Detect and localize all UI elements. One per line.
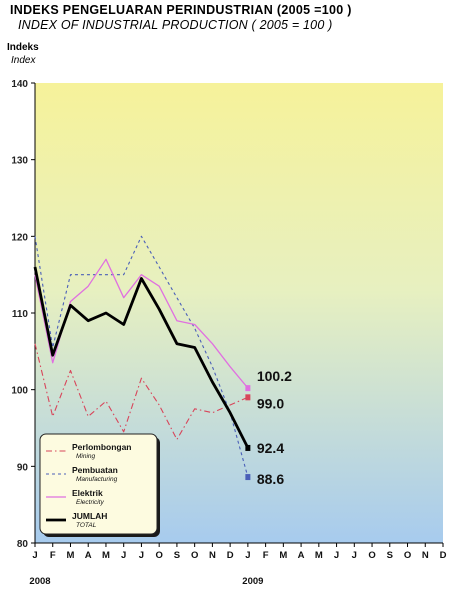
legend-label-manufacturing: Pembuatan	[72, 465, 118, 475]
x-tick-label: D	[440, 550, 447, 561]
legend-sublabel-electricity: Electricity	[76, 499, 105, 506]
series-line-total	[33, 266, 250, 449]
legend-label-total: JUMLAH	[72, 511, 107, 521]
x-tick-label: M	[279, 550, 287, 561]
x-tick-label: J	[334, 550, 339, 561]
end-value-label-total: 92.4	[257, 440, 284, 456]
x-tick-label: O	[368, 550, 375, 561]
series-end-marker-electricity	[245, 385, 251, 392]
series-line-mining	[34, 343, 249, 441]
x-tick-label: J	[121, 550, 126, 561]
y-tick-label: 80	[17, 539, 29, 550]
x-tick-label: J	[32, 550, 37, 561]
x-tick-label: J	[352, 550, 357, 561]
x-tick-label: O	[191, 550, 198, 561]
series-line-manufacturing	[34, 235, 249, 478]
x-tick-label: S	[387, 550, 393, 561]
y-tick-label: 140	[11, 79, 28, 90]
x-tick-label: M	[102, 550, 110, 561]
x-tick-label: J	[139, 550, 144, 561]
y-axis-label: Indeks	[7, 42, 39, 53]
legend-sublabel-mining: Mining	[76, 453, 96, 460]
chart-title: INDEKS PENGELUARAN PERINDUSTRIAN (2005 =…	[10, 3, 352, 17]
end-value-label-manufacturing: 88.6	[257, 471, 284, 487]
x-tick-label: S	[174, 550, 180, 561]
legend-sublabel-manufacturing: Manufacturing	[76, 476, 118, 483]
y-tick-label: 100	[11, 386, 28, 397]
legend-label-mining: Perlombongan	[72, 442, 132, 452]
y-tick-label: 110	[12, 309, 29, 320]
x-tick-label: F	[263, 550, 269, 561]
y-tick-label: 90	[17, 462, 29, 473]
x-tick-label: J	[245, 550, 250, 561]
series-end-marker-mining	[245, 394, 251, 401]
series-end-marker-manufacturing	[245, 474, 251, 481]
x-tick-label: O	[155, 550, 162, 561]
legend-sublabel-total: TOTAL	[76, 522, 97, 529]
end-value-label-mining: 99.0	[257, 395, 284, 411]
end-value-label-electricity: 100.2	[257, 368, 292, 384]
x-tick-label: N	[209, 550, 216, 561]
x-tick-label: O	[404, 550, 411, 561]
y-tick-label: 130	[11, 156, 28, 167]
x-tick-label: M	[67, 550, 75, 561]
x-tick-label: A	[298, 550, 305, 561]
chart-subtitle: INDEX OF INDUSTRIAL PRODUCTION ( 2005 = …	[18, 18, 333, 32]
year-label: 2009	[242, 576, 263, 587]
x-tick-label: F	[50, 550, 56, 561]
year-label: 2008	[29, 576, 50, 587]
legend-label-electricity: Elektrik	[72, 488, 103, 498]
x-tick-label: N	[422, 550, 429, 561]
x-tick-label: D	[227, 550, 234, 561]
x-tick-label: M	[315, 550, 323, 561]
y-tick-label: 120	[11, 232, 28, 243]
legend-box	[39, 433, 158, 535]
y-axis-label-en: Index	[11, 55, 36, 66]
series-end-marker-total	[245, 444, 251, 451]
x-tick-label: A	[85, 550, 92, 561]
series-line-electricity	[34, 258, 249, 389]
